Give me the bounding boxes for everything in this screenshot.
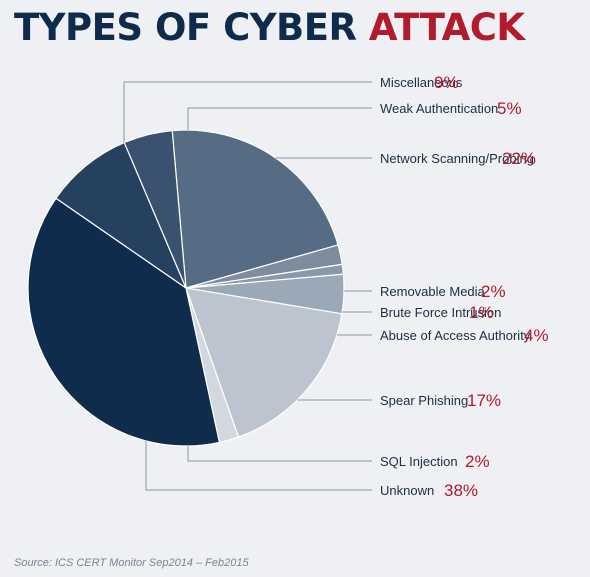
slice-label-brute-force-intrusion: Brute Force Intrusion — [380, 305, 501, 320]
slice-percent-miscellaneous: 9% — [434, 73, 459, 92]
source-note: Source: ICS CERT Monitor Sep2014 – Feb20… — [14, 557, 249, 569]
slice-percent-network-scanning-probing: 22% — [502, 149, 536, 168]
slice-label-spear-phishing: Spear Phishing — [380, 393, 468, 408]
slice-percent-removable-media: 2% — [481, 282, 506, 301]
pie-slice-network-scanning-probing — [171, 129, 339, 289]
slice-label-weak-authentication: Weak Authentication — [380, 101, 498, 116]
title-accent: ATTACK — [368, 6, 525, 49]
leader-line-weak-authentication — [187, 107, 372, 130]
slice-label-network-scanning-probing: Network Scanning/Probing — [380, 151, 534, 166]
pie-slices — [27, 129, 345, 447]
chart-title: TYPES OF CYBER ATTACK — [14, 6, 525, 49]
pie-slice-miscellaneous — [55, 141, 188, 290]
slice-label-unknown: Unknown — [380, 483, 434, 498]
slice-label-abuse-of-access-authority: Abuse of Access Authority — [380, 328, 531, 343]
leader-line-miscellaneous — [123, 81, 372, 143]
pie-slice-spear-phishing — [185, 287, 343, 438]
slice-percent-brute-force-intrusion: 1% — [469, 303, 494, 322]
slice-label-miscellaneous: Miscellaneous — [380, 75, 463, 90]
slice-label-sql-injection: SQL Injection — [380, 454, 458, 469]
leader-line-unknown — [145, 440, 372, 491]
slice-percent-sql-injection: 2% — [465, 452, 490, 471]
slice-label-removable-media: Removable Media — [380, 284, 486, 299]
slice-percent-abuse-of-access-authority: 4% — [524, 326, 549, 345]
pie-slice-unknown — [27, 197, 221, 447]
slice-percent-weak-authentication: 5% — [497, 99, 522, 118]
leader-line-sql-injection — [187, 446, 372, 462]
slice-percent-unknown: 38% — [444, 481, 478, 500]
title-main: TYPES OF CYBER — [14, 6, 357, 49]
leader-lines — [123, 81, 372, 491]
slice-percent-spear-phishing: 17% — [467, 391, 501, 410]
